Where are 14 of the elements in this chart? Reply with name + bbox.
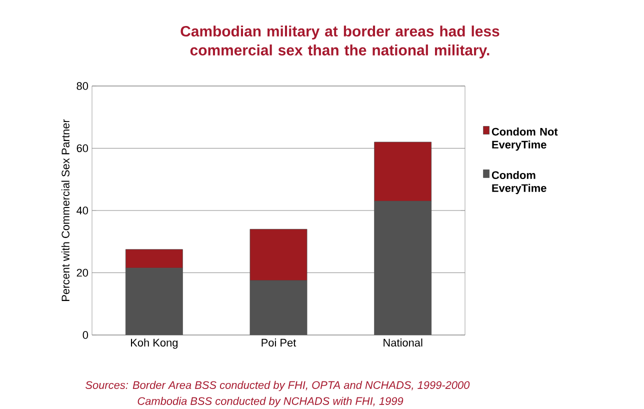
source-note: Sources: Border Area BSS conducted by FHI, OPTA and NCHADS, 1999-2000	[86, 380, 470, 392]
x-tick-label: Koh Kong	[131, 338, 178, 349]
y-tick-label: 20	[76, 268, 88, 277]
y-tick-label: 40	[76, 206, 88, 214]
x-tick-label: Poi Pet	[262, 338, 296, 347]
y-tick-label: 0	[82, 331, 88, 339]
legend-label: Condom Not EveryTime	[492, 128, 558, 151]
legend-label: Condom EveryTime	[492, 170, 546, 194]
chart-title: Cambodian military at border areas had less commercial sex than the national military.	[180, 26, 500, 58]
y-axis-title: Percent with Commercial Sex Partner	[61, 119, 70, 301]
y-tick-label: 80	[76, 82, 88, 90]
y-tick-label: 60	[76, 144, 88, 152]
text: Cambodia BSS conducted by NCHADS with FHI, 1999	[138, 396, 404, 408]
x-tick-label: National	[384, 338, 422, 347]
